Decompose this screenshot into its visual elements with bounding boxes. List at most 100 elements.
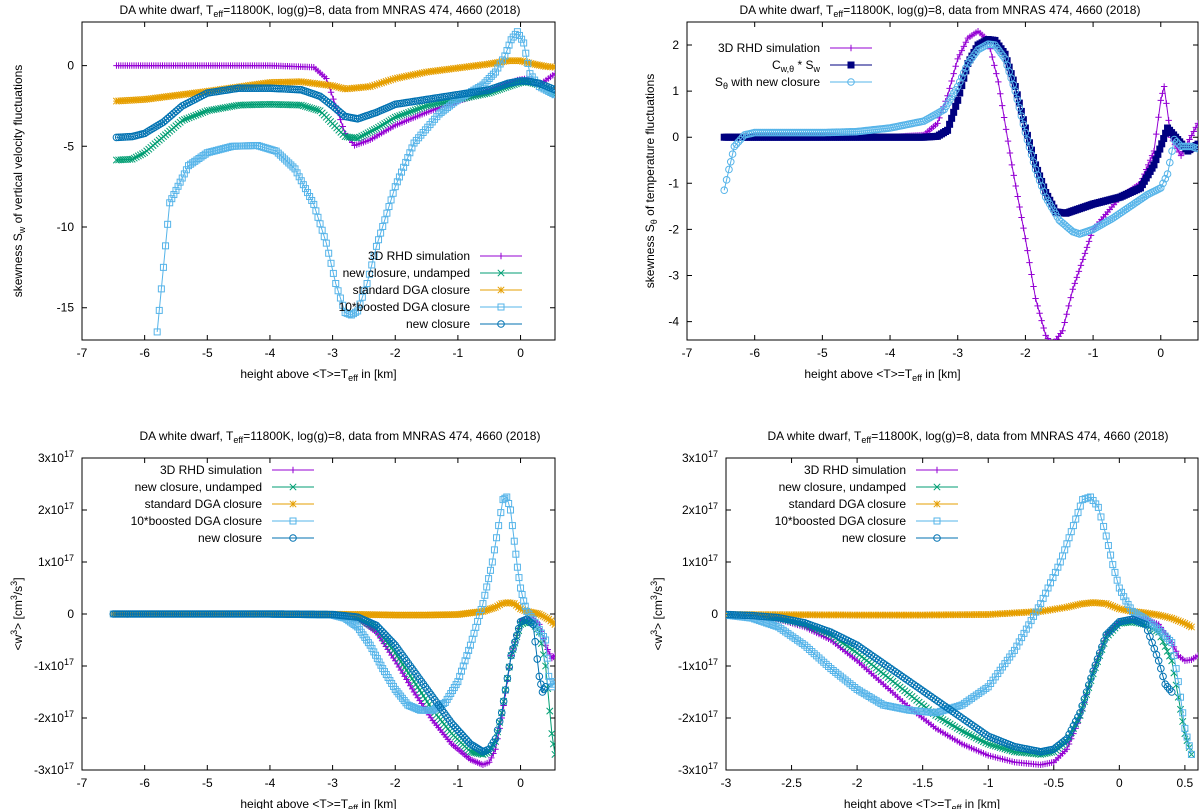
data-point-marker: [1108, 624, 1117, 633]
data-point-marker: [375, 236, 383, 244]
data-point-marker: [930, 111, 938, 120]
series-markers: [112, 77, 555, 142]
data-point-marker: [459, 731, 467, 740]
data-point-marker: [212, 146, 220, 154]
data-point-marker: [844, 678, 852, 686]
data-point-marker: [834, 128, 843, 136]
data-point-marker: [1174, 678, 1182, 686]
data-point-marker: [378, 627, 386, 636]
data-point-marker: [803, 643, 811, 651]
y-tick-label: 3x1017​: [38, 449, 74, 465]
data-point-marker: [1163, 100, 1170, 107]
data-point-marker: [111, 610, 120, 618]
data-point-marker: [134, 610, 142, 618]
data-point-marker: [249, 610, 257, 618]
data-point-marker: [825, 662, 833, 670]
data-point-marker: [457, 729, 465, 738]
data-point-marker: [521, 602, 529, 610]
data-point-marker: [491, 68, 499, 76]
data-point-marker: [796, 128, 805, 137]
data-point-marker: [339, 110, 347, 119]
data-point-marker: [523, 58, 531, 66]
data-point-marker: [370, 126, 378, 134]
data-point-marker: [1106, 626, 1115, 635]
data-point-marker: [1083, 691, 1091, 699]
x-tick-label: -3: [327, 776, 338, 790]
data-point-marker: [817, 656, 825, 664]
data-point-marker: [841, 676, 849, 684]
data-point-marker: [297, 101, 305, 109]
data-point-marker: [385, 117, 393, 125]
legend: 3D RHD simulation new closure, undamped st…: [775, 463, 958, 545]
data-point-marker: [1133, 197, 1142, 206]
legend: 3D RHD simulation Cw,θ​ * Sw​Sθ​ with new…: [715, 41, 872, 91]
data-point-marker: [524, 59, 532, 67]
data-point-marker: [406, 149, 414, 157]
data-point-marker: [383, 209, 391, 217]
data-point-marker: [418, 103, 426, 112]
x-tick-label: -1: [453, 776, 464, 790]
data-point-marker: [329, 82, 337, 90]
data-point-marker: [149, 124, 157, 133]
data-point-marker: [808, 128, 817, 137]
data-point-marker: [128, 155, 136, 163]
chart-panel-1: DA white dwarf, Teff​=11800K, log(g)=8, …: [11, 3, 556, 383]
data-point-marker: [494, 602, 502, 610]
data-point-marker: [358, 293, 366, 301]
data-point-marker: [391, 183, 399, 191]
data-point-marker: [720, 186, 729, 195]
x-tick-label: -5: [817, 346, 828, 360]
data-point-marker: [126, 155, 134, 163]
data-point-marker: [804, 128, 813, 137]
data-point-marker: [962, 39, 970, 46]
data-point-marker: [542, 636, 550, 644]
y-tick-label: -15: [57, 301, 75, 315]
data-point-marker: [766, 128, 775, 137]
data-point-marker: [247, 610, 255, 618]
series-line: [113, 613, 555, 766]
x-tick-label: -3: [327, 346, 338, 360]
data-point-marker: [192, 610, 201, 618]
series-markers: [153, 28, 555, 336]
data-point-marker: [239, 610, 248, 618]
data-point-marker: [784, 128, 793, 137]
data-point-marker: [764, 128, 773, 137]
data-point-marker: [1017, 112, 1026, 120]
data-point-marker: [190, 610, 199, 618]
data-point-marker: [198, 610, 206, 618]
data-point-marker: [728, 150, 737, 158]
data-point-marker: [1063, 746, 1071, 753]
data-point-marker: [938, 106, 946, 115]
data-point-marker: [1028, 271, 1035, 278]
data-point-marker: [183, 610, 191, 618]
y-tick-label: 1x1017​: [38, 553, 74, 569]
data-point-marker: [1163, 647, 1171, 655]
data-point-marker: [503, 47, 511, 55]
data-point-marker: [155, 306, 163, 314]
data-point-marker: [360, 131, 368, 139]
data-point-marker: [113, 610, 121, 618]
x-tick-label: -7: [77, 776, 88, 790]
data-point-marker: [337, 84, 345, 92]
data-point-marker: [820, 658, 828, 666]
data-point-marker: [794, 128, 803, 137]
data-point-marker: [991, 742, 999, 750]
data-point-marker: [760, 128, 769, 137]
data-point-marker: [151, 123, 159, 131]
data-point-marker: [960, 43, 968, 50]
data-point-marker: [543, 654, 551, 662]
chart-panel-4: DA white dwarf, Teff​=11800K, log(g)=8, …: [649, 429, 1199, 809]
data-point-marker: [1163, 634, 1171, 642]
data-point-marker: [217, 610, 225, 618]
data-point-marker: [1024, 247, 1031, 254]
data-point-marker: [1166, 636, 1174, 644]
chart-panel-3: DA white dwarf, Teff​=11800K, log(g)=8, …: [9, 429, 556, 809]
data-point-marker: [463, 652, 471, 660]
data-point-marker: [382, 631, 390, 640]
data-point-marker: [1036, 310, 1043, 317]
y-tick-label: 2x1017​: [682, 501, 718, 517]
data-point-marker: [1103, 217, 1112, 226]
legend-label: new closure, undamped: [779, 480, 906, 494]
data-point-marker: [137, 610, 146, 618]
data-point-marker: [1022, 235, 1029, 242]
